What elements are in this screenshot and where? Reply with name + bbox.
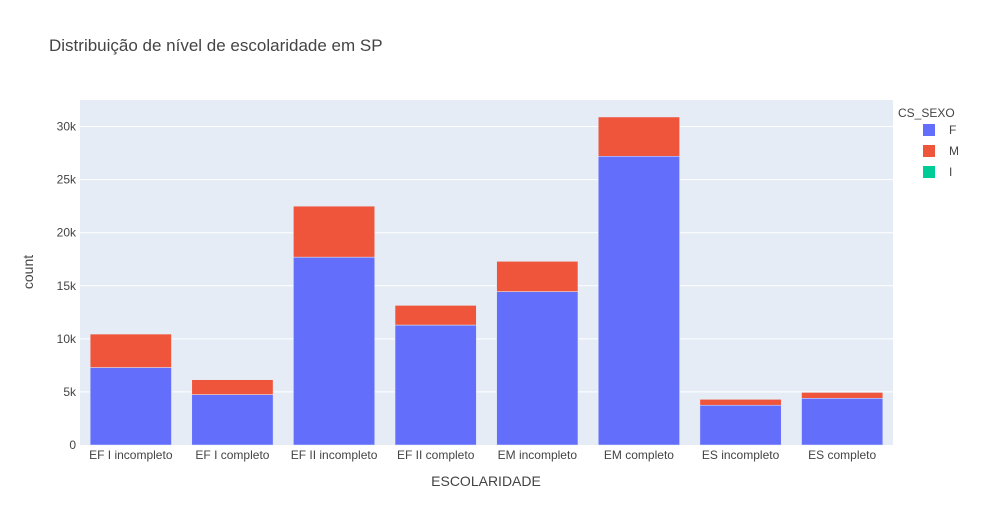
x-tick-label: EF I completo — [195, 448, 269, 462]
bar-f-5 — [496, 291, 579, 446]
bar-m-1 — [89, 333, 172, 368]
x-tick-label: EF II incompleto — [291, 448, 378, 462]
x-tick-label: ES incompleto — [702, 448, 780, 462]
legend: CS_SEXO FMI — [898, 106, 959, 179]
x-tick-label: EM incompleto — [498, 448, 578, 462]
bar-f-6 — [598, 156, 680, 446]
bar-m-5 — [496, 261, 579, 292]
bar-f-8 — [801, 398, 884, 446]
y-tick-label: 5k — [63, 385, 77, 399]
legend-swatch-m — [923, 145, 935, 157]
bar-f-4 — [394, 324, 477, 446]
legend-label-i: I — [949, 165, 952, 179]
bar-f-1 — [89, 367, 172, 446]
bar-f-3 — [293, 256, 375, 446]
y-tick-label: 15k — [57, 279, 77, 293]
bar-m-4 — [394, 305, 477, 326]
x-tick-label: EM completo — [604, 448, 674, 462]
legend-swatch-i — [923, 166, 935, 178]
x-axis-ticks: EF I incompleto EF I completo EF II incomp… — [89, 448, 876, 462]
bar-m-7 — [699, 399, 782, 406]
legend-label-f: F — [949, 123, 956, 137]
legend-title: CS_SEXO — [898, 106, 955, 120]
bar-m-6 — [598, 116, 680, 157]
bar-m-8 — [801, 392, 884, 399]
legend-label-m: M — [949, 144, 959, 158]
bar-f-2 — [191, 394, 274, 446]
y-axis-ticks: 0 5k 10k 15k 20k 25k 30k — [57, 120, 77, 452]
y-tick-label: 0 — [69, 438, 76, 452]
legend-swatch-f — [923, 124, 935, 136]
x-axis-title: ESCOLARIDADE — [431, 473, 541, 489]
y-tick-label: 10k — [57, 332, 77, 346]
x-tick-label: EF II completo — [397, 448, 475, 462]
x-tick-label: ES completo — [808, 448, 876, 462]
bar-m-2 — [191, 379, 274, 395]
y-tick-label: 20k — [57, 226, 77, 240]
chart-title: Distribuição de nível de escolaridade em… — [49, 36, 383, 55]
y-axis-title: count — [20, 255, 36, 289]
y-tick-label: 25k — [57, 173, 77, 187]
bar-m-3 — [293, 205, 375, 258]
x-tick-label: EF I incompleto — [89, 448, 173, 462]
bars — [89, 116, 884, 446]
bar-f-7 — [699, 404, 782, 446]
y-tick-label: 30k — [57, 120, 77, 134]
